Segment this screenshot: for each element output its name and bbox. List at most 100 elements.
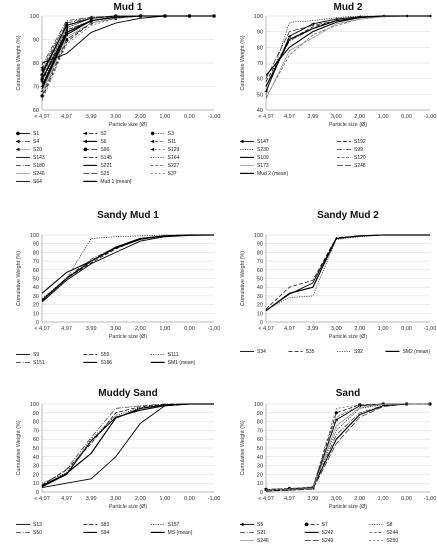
chart1-legend-label: S143 (33, 155, 45, 161)
chart1-ytick-label: 60 (33, 108, 39, 114)
chart1-legend-marker (83, 131, 87, 136)
chart1-legend-marker (16, 147, 20, 152)
chart6-ytick-label: 60 (257, 437, 263, 443)
chart6-ytick-label: 30 (257, 464, 263, 470)
chart5-ytick-label: 50 (33, 446, 39, 452)
chart4-ytick-label: 70 (257, 259, 263, 265)
chart2-legend-label: S248 (354, 163, 366, 169)
chart4-series-sm2-mean (265, 234, 430, 312)
chart1-xtick-label: 0,00 (184, 114, 195, 120)
chart2-legend-label: Mud 2 (mean) (257, 171, 288, 177)
chart6-ytick-label: 70 (257, 428, 263, 434)
chart6-title: Sand (336, 388, 360, 399)
chart6-legend-label: S249 (322, 538, 334, 544)
chart2-series-s147 (265, 15, 430, 92)
chart6-xtick-label: 3,99 (307, 496, 318, 502)
chart3-legend-label: S151 (33, 360, 45, 366)
chart5-xtick-label: 3,00 (110, 496, 121, 502)
chart1-title: Mud 1 (114, 2, 143, 13)
chart5-ytick-label: 0 (36, 490, 39, 496)
chart4-ylabel: Cumulative Weight (%) (240, 251, 246, 306)
chart1-legend-marker (16, 139, 20, 144)
chart6-xtick-label: 0,00 (401, 496, 412, 502)
chart5-ytick-label: 40 (33, 455, 39, 461)
chart6-legend-label: S7 (322, 522, 328, 528)
chart1-legend-label: S96 (100, 147, 109, 153)
chart1-legend-label: S246 (33, 171, 45, 177)
chart6-xtick-label: 2,00 (354, 496, 365, 502)
chart1-legend-label: S1 (33, 131, 39, 137)
chart2-ytick-label: 50 (257, 92, 263, 98)
chart1-legend-label: S20 (33, 147, 42, 153)
chart3-series-s9 (41, 234, 215, 303)
chart6-ytick-label: 80 (257, 420, 263, 426)
chart3-xtick-label: 3,00 (110, 326, 121, 332)
chart4-ytick-label: 100 (254, 233, 263, 239)
chart2-point (334, 17, 338, 21)
chart4-xtick-label: 1,00 (378, 326, 389, 332)
chart2-xtick-label: 3,99 (307, 114, 318, 120)
chart1-series-mud-1-mean (41, 15, 214, 80)
chart3-ytick-label: 40 (33, 285, 39, 291)
chart3-series-s59 (41, 234, 214, 301)
chart1-xtick-label: 3,00 (110, 114, 121, 120)
chart1-ytick-label: 100 (30, 14, 39, 20)
chart1-legend-label: S221 (100, 163, 112, 169)
chart2-series-s230 (265, 15, 430, 95)
chart4-xtick-label: -1,00 (424, 326, 437, 332)
chart4-ytick-label: 0 (260, 320, 263, 326)
chart2-ytick-label: 40 (257, 108, 263, 114)
chart6-ylabel: Cumulative Weight (%) (240, 420, 246, 475)
chart1-ylabel: Cumulative Weight (%) (16, 35, 22, 90)
chart6-legend-marker (240, 522, 244, 527)
chart5-xtick-label: < 4,97 (34, 496, 50, 502)
chart4-ytick-label: 30 (257, 294, 263, 300)
chart1-ytick-label: 90 (33, 38, 39, 44)
chart1-xtick-label: 1,00 (159, 114, 170, 120)
chart2-series-s109 (265, 15, 430, 76)
chart1-point (40, 66, 44, 70)
chart3-series-s111 (41, 234, 214, 299)
chart6-ytick-label: 90 (257, 411, 263, 417)
chart2-ytick-label: 60 (257, 77, 263, 83)
chart4-xtick-label: 4,97 (284, 326, 295, 332)
chart3-ytick-label: 0 (36, 320, 39, 326)
chart6-xtick-label: < 4,97 (258, 496, 274, 502)
chart2-legend-label: S173 (257, 163, 269, 169)
chart6-legend-label: S21 (257, 530, 266, 536)
chart1-series-s25 (41, 15, 214, 75)
chart4-xtick-label: 3,00 (331, 326, 342, 332)
chart3-xtick-label: 2,00 (135, 326, 146, 332)
chart3-legend-label: S111 (168, 352, 179, 358)
chart3-legend-label: SM1 (mean) (168, 360, 196, 366)
chart6-ytick-label: 50 (257, 446, 263, 452)
chart2-xtick-label: -1,00 (424, 114, 437, 120)
chart5-legend-label: MS (mean) (168, 530, 193, 536)
chart1-legend-label: S4 (33, 139, 39, 145)
chart6-xlabel: Particle size (Ø) (329, 504, 368, 510)
chart3-legend-label: S59 (100, 352, 109, 358)
chart3-ytick-label: 80 (33, 250, 39, 256)
chart6-point (334, 418, 338, 422)
chart4-ytick-label: 20 (257, 303, 263, 309)
chart4-ytick-label: 80 (257, 250, 263, 256)
chart1-xtick-label: 2,00 (135, 114, 146, 120)
chart2-series-s99 (265, 15, 430, 87)
chart6-ytick-label: 0 (260, 490, 263, 496)
chart1-point (64, 26, 68, 30)
chart1-ytick-label: 80 (33, 61, 39, 67)
chart2-point (311, 22, 315, 26)
chart2-legend-label: S120 (354, 155, 366, 161)
chart1-xtick-label: 4,97 (61, 114, 72, 120)
chart2-xtick-label: 2,00 (354, 114, 365, 120)
chart6-legend-label: S244 (386, 530, 398, 536)
chart3-ytick-label: 90 (33, 242, 39, 248)
chart3-ytick-label: 10 (33, 311, 39, 317)
chart3-ytick-label: 100 (30, 233, 39, 239)
chart1-xlabel: Particle size (Ø) (109, 122, 148, 128)
chart1-legend-marker (150, 147, 155, 152)
chart5-legend-label: S83 (100, 522, 109, 528)
chart6-legend-marker (304, 522, 309, 527)
chart5-ytick-label: 60 (33, 437, 39, 443)
chart2-legend-label: S192 (354, 139, 366, 145)
